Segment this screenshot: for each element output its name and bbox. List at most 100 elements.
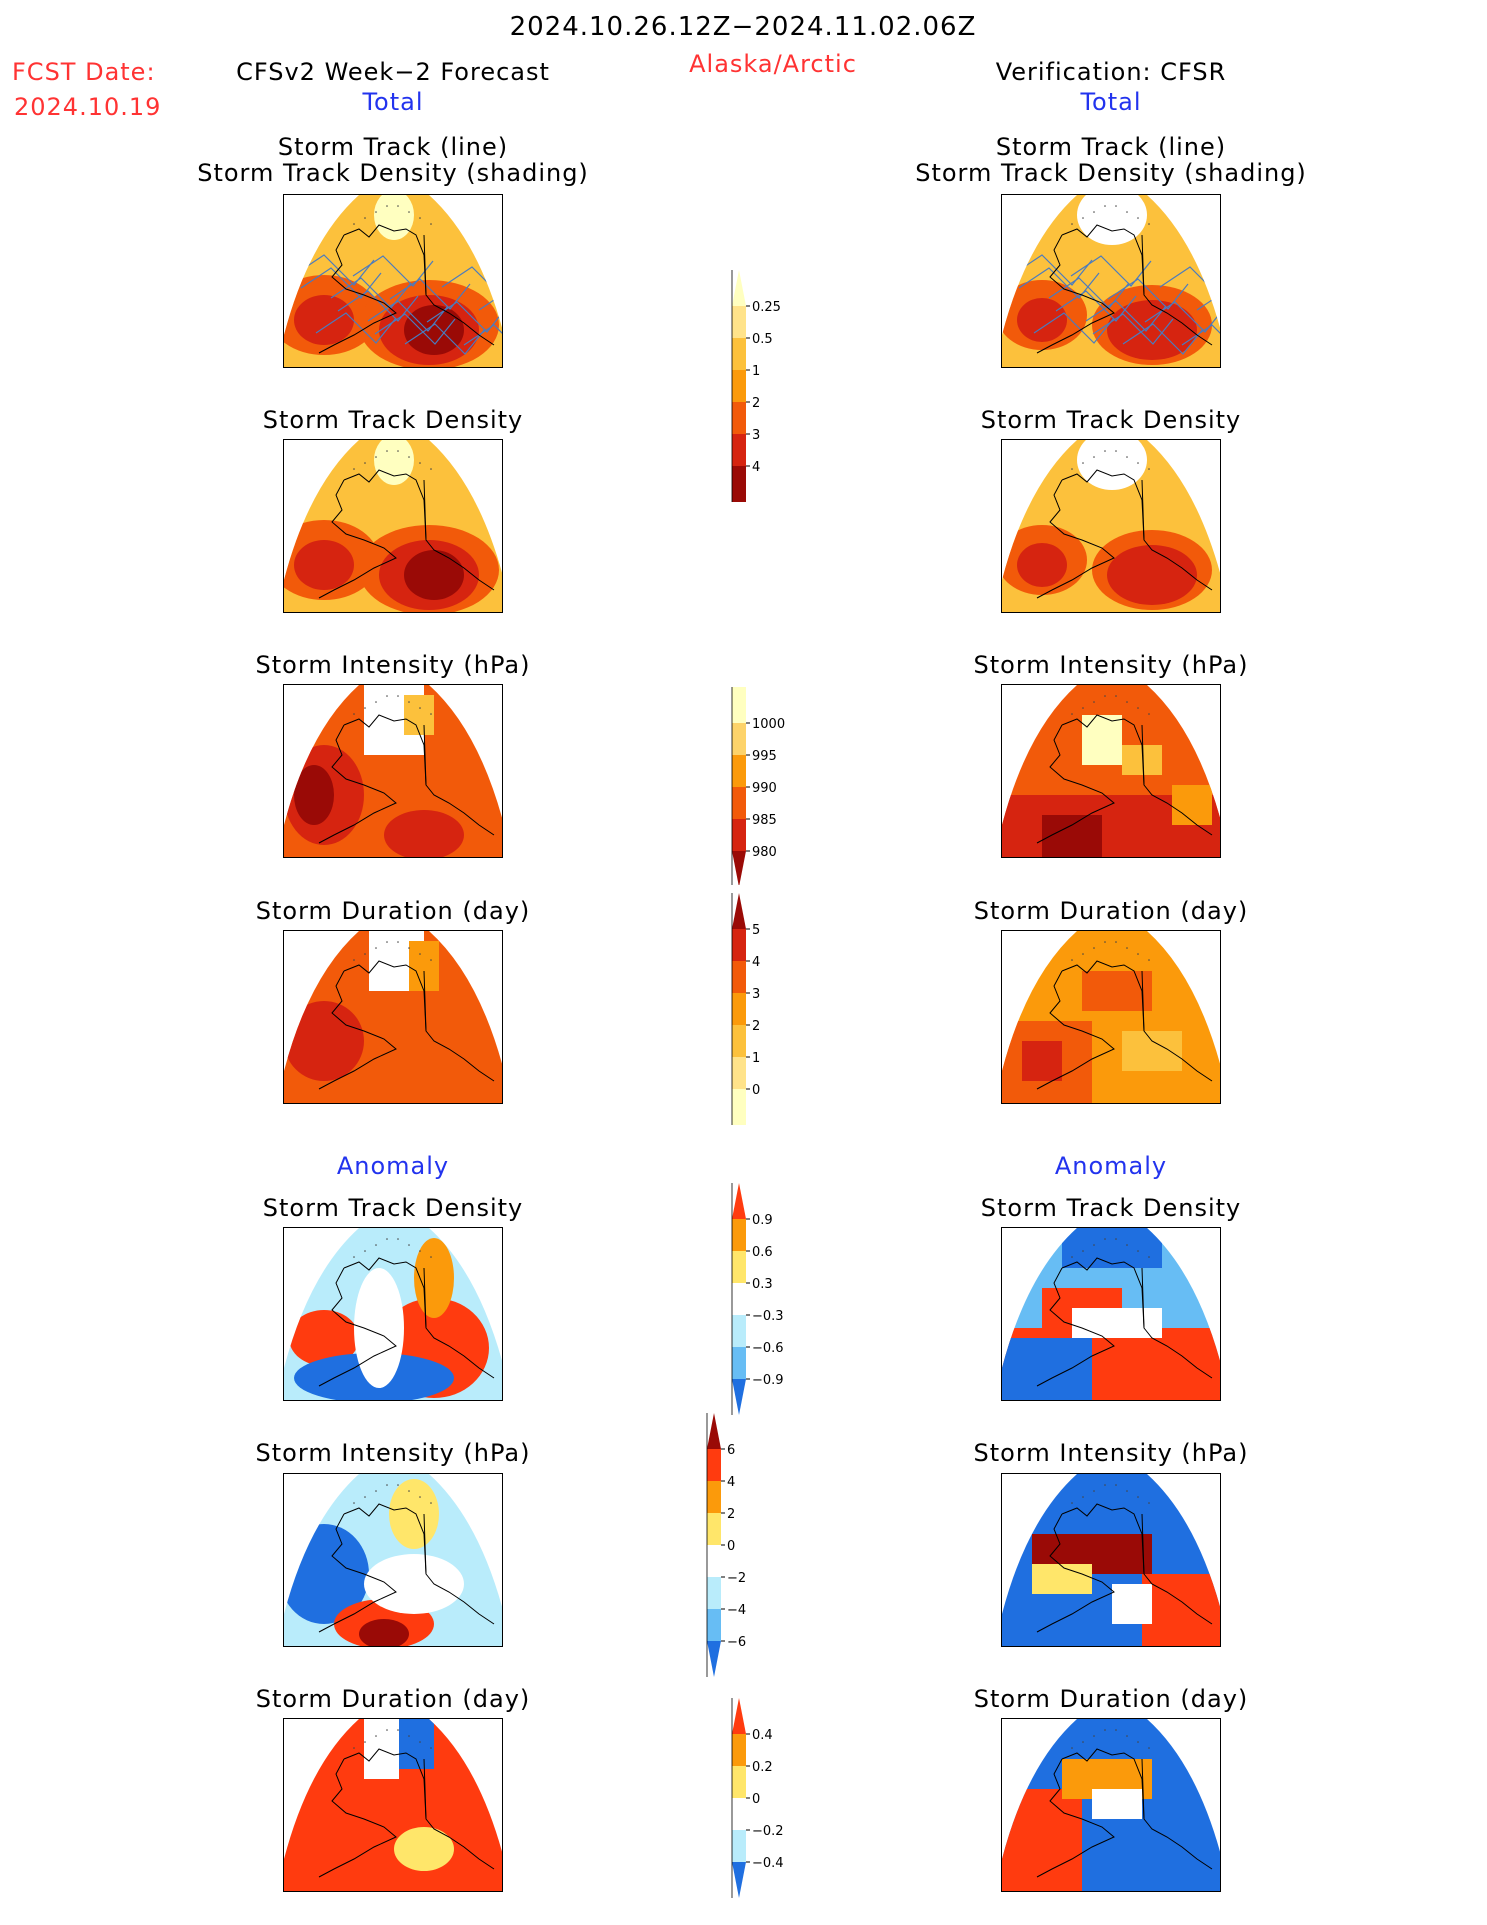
grid-dot	[1104, 205, 1106, 207]
title-anom-density-left: Storm Track Density	[262, 1194, 524, 1222]
grid-dot	[375, 1735, 377, 1737]
storm-track-line	[367, 300, 449, 332]
grid-dot	[364, 462, 366, 464]
grid-dot	[1148, 1256, 1150, 1258]
grid-dot	[397, 1238, 399, 1240]
border-line	[1141, 1758, 1145, 1820]
coastline	[1061, 714, 1213, 836]
colorbar-tick-label: 3	[752, 428, 760, 443]
title-density-right: Storm Track Density	[980, 406, 1242, 434]
map-field	[1002, 1719, 1220, 1891]
grid-dot	[1148, 713, 1150, 715]
grid-dot	[1071, 713, 1073, 715]
coastline	[1036, 1267, 1115, 1387]
grid-dot	[1071, 1747, 1073, 1749]
colorbar-segment	[732, 434, 746, 466]
storm-track-line	[1033, 312, 1115, 344]
field-contour	[394, 1827, 454, 1871]
coastline	[343, 960, 495, 1082]
colorbar-segment	[707, 1513, 721, 1545]
grid-dot	[1104, 695, 1106, 697]
storm-track-line	[1122, 323, 1204, 355]
map-field	[1002, 1228, 1220, 1400]
grid-dot	[419, 953, 421, 955]
grid-dot	[364, 1250, 366, 1252]
field-cell	[394, 1719, 434, 1769]
map-anom-duration-forecast	[283, 1718, 503, 1892]
grid-dot	[353, 1502, 355, 1504]
colorbar-tick-label: 0	[752, 1083, 760, 1098]
colorbar-segment	[732, 306, 746, 338]
grid-dot	[397, 450, 399, 452]
coastline	[1061, 1257, 1213, 1379]
grid-dot	[353, 468, 355, 470]
colorbar-tick-label: −0.2	[752, 1824, 784, 1839]
coastline	[1036, 724, 1115, 844]
border-line	[423, 234, 427, 296]
grid-dot	[1071, 1256, 1073, 1258]
storm-track-line	[300, 267, 382, 299]
grid-dot	[408, 211, 410, 213]
grid-dot	[1137, 1250, 1139, 1252]
title-density-left: Storm Track Density	[262, 406, 524, 434]
coastline	[1036, 1758, 1115, 1878]
map-intensity-forecast	[283, 684, 503, 858]
colorbar-tick-label: 995	[752, 749, 777, 764]
grid-dot	[1115, 1729, 1117, 1731]
grid-dot	[430, 223, 432, 225]
grid-dot	[397, 1484, 399, 1486]
grid-dot	[1137, 953, 1139, 955]
colorbar-tick-label: 985	[752, 813, 777, 828]
storm-track-line	[1092, 313, 1174, 345]
grid-dot	[408, 1490, 410, 1492]
title-anom-duration-right: Storm Duration (day)	[973, 1685, 1249, 1713]
map-intensity-forecast-svg	[284, 685, 502, 857]
field-cell	[1062, 1228, 1162, 1268]
section-anomaly-left: Anomaly	[336, 1152, 450, 1180]
field-contour	[404, 550, 464, 600]
field-cell	[1112, 1584, 1152, 1624]
colorbar-tick-label: 0	[727, 1539, 735, 1554]
colorbar-segment	[732, 1862, 746, 1898]
field-cell	[1072, 1308, 1162, 1338]
grid-dot	[1071, 1502, 1073, 1504]
field-contour	[1077, 195, 1147, 245]
grid-dot	[375, 211, 377, 213]
border-line	[1141, 479, 1145, 541]
coastline	[1036, 479, 1115, 599]
grid-dot	[375, 1244, 377, 1246]
grid-dot	[1082, 707, 1084, 709]
map-field	[1002, 1474, 1220, 1646]
coastline	[1061, 469, 1213, 591]
colorbar-segment	[707, 1577, 721, 1609]
field-contour	[404, 305, 464, 355]
section-total-right: Total	[1080, 88, 1142, 116]
date-range-title: 2024.10.26.12Z−2024.11.02.06Z	[509, 12, 977, 42]
title-anom-density-right: Storm Track Density	[980, 1194, 1242, 1222]
colorbar-tick-label: 0.5	[752, 332, 773, 347]
colorbar-segment	[732, 1698, 746, 1734]
grid-dot	[397, 941, 399, 943]
map-field	[284, 440, 502, 612]
storm-track-line	[352, 255, 434, 287]
map-duration-verification-svg	[1002, 931, 1220, 1103]
colorbar-segment	[732, 270, 746, 306]
colorbar-tick-label: −0.3	[752, 1309, 784, 1324]
storm-track-line	[337, 290, 419, 322]
grid-dot	[1137, 462, 1139, 464]
colorbar-density: 0.25 0.5 1 2 3 4	[731, 270, 781, 502]
colorbar-tick-label: 3	[752, 987, 760, 1002]
colorbar-segment	[707, 1545, 721, 1577]
border-line	[423, 479, 427, 541]
grid-dot	[1115, 1484, 1117, 1486]
grid-dot	[408, 701, 410, 703]
colorbar-segment	[732, 1798, 746, 1830]
coastline	[318, 724, 397, 844]
colorbar-tick-label: 0.4	[752, 1728, 773, 1743]
storm-track-line	[374, 313, 456, 345]
grid-dot	[1126, 701, 1128, 703]
storm-track-line	[404, 323, 486, 355]
coastline	[318, 1513, 397, 1633]
grid-dot	[1082, 953, 1084, 955]
grid-dot	[353, 713, 355, 715]
